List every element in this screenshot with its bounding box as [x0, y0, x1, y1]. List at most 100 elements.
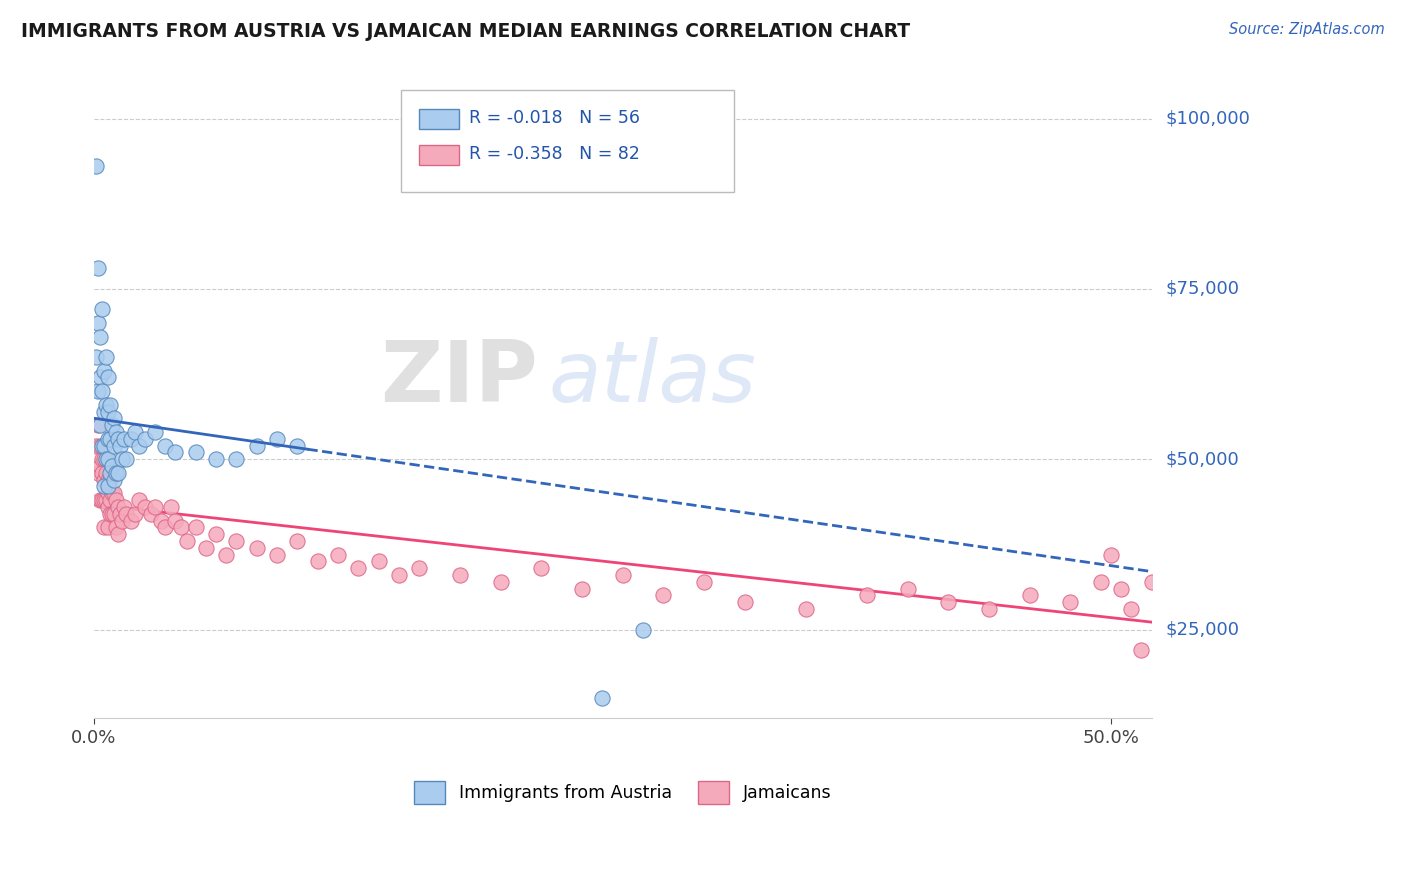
Point: [91, 452, 114, 467]
Point: [101, 486, 124, 500]
Point: [1241, 507, 1264, 521]
Point: [87, 261, 110, 276]
Point: [87, 384, 110, 398]
Point: [103, 507, 125, 521]
Point: [326, 548, 349, 562]
Point: [1121, 602, 1143, 616]
Point: [97, 452, 120, 467]
Point: [1018, 589, 1040, 603]
Point: [571, 582, 593, 596]
Point: [120, 514, 142, 528]
Point: [307, 554, 329, 568]
Point: [115, 507, 138, 521]
Point: [98, 507, 121, 521]
Point: [128, 493, 150, 508]
FancyBboxPatch shape: [401, 90, 734, 192]
Point: [153, 439, 176, 453]
Point: [143, 500, 166, 514]
Point: [94, 493, 117, 508]
Legend: Immigrants from Austria, Jamaicans: Immigrants from Austria, Jamaicans: [405, 772, 841, 813]
Point: [103, 411, 125, 425]
Point: [449, 568, 471, 582]
Point: [97, 520, 120, 534]
Point: [91, 493, 114, 508]
Point: [114, 500, 136, 514]
Point: [530, 561, 553, 575]
Point: [105, 425, 128, 439]
Point: [631, 623, 654, 637]
Point: [1109, 582, 1132, 596]
Text: $75,000: $75,000: [1166, 280, 1240, 298]
Point: [93, 473, 115, 487]
Point: [408, 561, 430, 575]
Point: [856, 589, 879, 603]
Point: [591, 690, 613, 705]
Point: [734, 595, 756, 609]
Point: [98, 432, 121, 446]
Point: [612, 568, 634, 582]
Point: [111, 514, 134, 528]
Point: [93, 493, 115, 508]
Point: [170, 520, 193, 534]
Point: [388, 568, 411, 582]
Point: [266, 548, 288, 562]
Point: [107, 432, 129, 446]
Point: [225, 533, 247, 548]
Point: [693, 574, 716, 589]
Point: [115, 452, 138, 467]
Point: [153, 520, 176, 534]
Point: [246, 541, 269, 555]
Point: [124, 425, 146, 439]
Point: [194, 541, 217, 555]
Text: $100,000: $100,000: [1166, 110, 1250, 128]
Point: [225, 452, 247, 467]
Point: [105, 520, 128, 534]
Point: [347, 561, 370, 575]
Point: [93, 404, 115, 418]
Point: [160, 500, 183, 514]
Point: [111, 452, 134, 467]
Point: [97, 473, 120, 487]
Point: [89, 493, 111, 508]
Point: [98, 493, 121, 508]
Point: [936, 595, 959, 609]
Text: IMMIGRANTS FROM AUSTRIA VS JAMAICAN MEDIAN EARNINGS CORRELATION CHART: IMMIGRANTS FROM AUSTRIA VS JAMAICAN MEDI…: [21, 22, 910, 41]
Point: [1201, 473, 1223, 487]
Point: [1150, 602, 1173, 616]
Point: [139, 507, 162, 521]
Point: [93, 479, 115, 493]
Point: [94, 398, 117, 412]
Point: [285, 533, 308, 548]
Point: [87, 466, 110, 480]
Point: [98, 466, 121, 480]
Point: [91, 384, 114, 398]
Point: [107, 466, 129, 480]
Text: ZIP: ZIP: [381, 336, 538, 419]
Point: [98, 398, 121, 412]
Point: [97, 486, 120, 500]
Point: [91, 302, 114, 317]
Point: [101, 418, 124, 433]
Point: [1130, 643, 1153, 657]
Point: [84, 159, 107, 173]
Point: [87, 316, 110, 330]
Point: [94, 350, 117, 364]
Y-axis label: Median Earnings: Median Earnings: [0, 322, 8, 460]
Point: [97, 479, 120, 493]
Point: [205, 527, 228, 541]
Point: [93, 452, 115, 467]
Point: [1059, 595, 1081, 609]
Point: [184, 520, 207, 534]
Point: [124, 507, 146, 521]
Bar: [419, 145, 458, 165]
Point: [103, 486, 125, 500]
Point: [103, 473, 125, 487]
Point: [91, 466, 114, 480]
Point: [165, 445, 187, 459]
Point: [150, 514, 173, 528]
Point: [89, 370, 111, 384]
Point: [97, 432, 120, 446]
Text: R = -0.358   N = 82: R = -0.358 N = 82: [470, 145, 640, 163]
Text: R = -0.018   N = 56: R = -0.018 N = 56: [470, 110, 640, 128]
Point: [176, 533, 198, 548]
